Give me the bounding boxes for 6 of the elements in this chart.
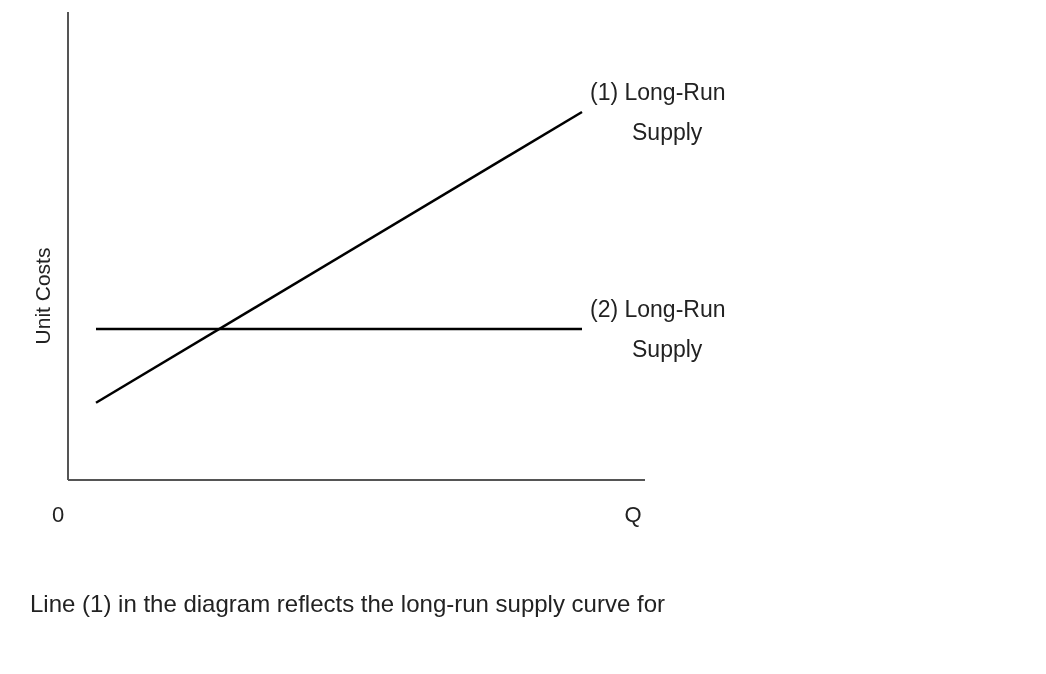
series-label: (2) Long-Run Supply	[590, 296, 726, 363]
series-label: (1) Long-Run Supply	[590, 79, 726, 145]
y-axis-title: Unit Costs	[31, 247, 54, 345]
text: Line (1) in the diagram reflects the long-run supply curve for	[30, 590, 665, 617]
text: 0	[51, 502, 65, 527]
x-axis-title: Q	[624, 502, 642, 527]
